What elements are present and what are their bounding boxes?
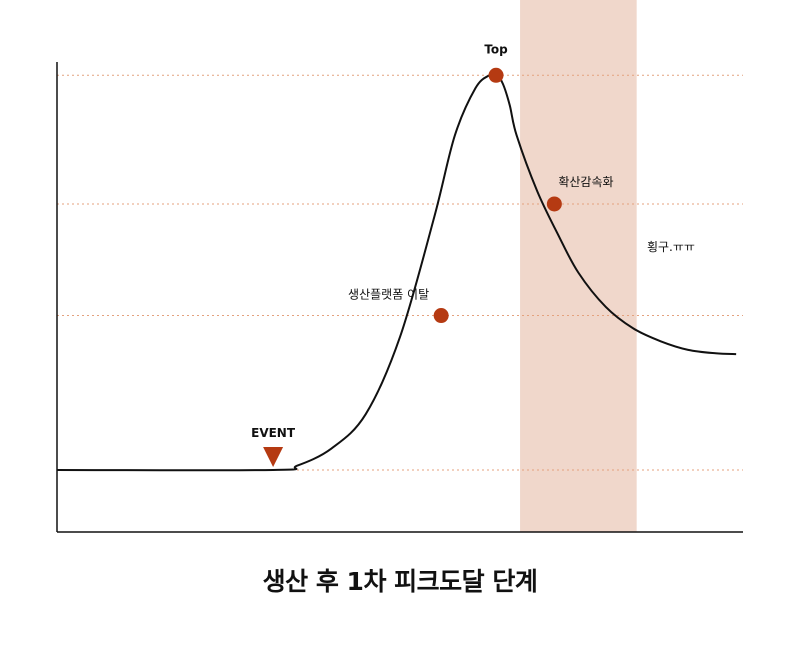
annotation-0: 횡구.ㅠㅠ [647,240,695,254]
highlight-band [520,0,637,532]
marker-peak [488,67,504,83]
marker-label-peak: Top [484,42,508,56]
event-label: EVENT [251,426,296,440]
marker-label-platform-exit: 생산플랫폼 이탈 [348,288,429,302]
marker-platform-exit [433,308,449,324]
chart-caption: 생산 후 1차 피크도달 단계 [262,567,538,596]
event-marker [263,446,284,467]
marker-diffusion-slowdown [546,196,562,212]
marker-label-diffusion-slowdown: 확산감속화 [558,175,613,189]
